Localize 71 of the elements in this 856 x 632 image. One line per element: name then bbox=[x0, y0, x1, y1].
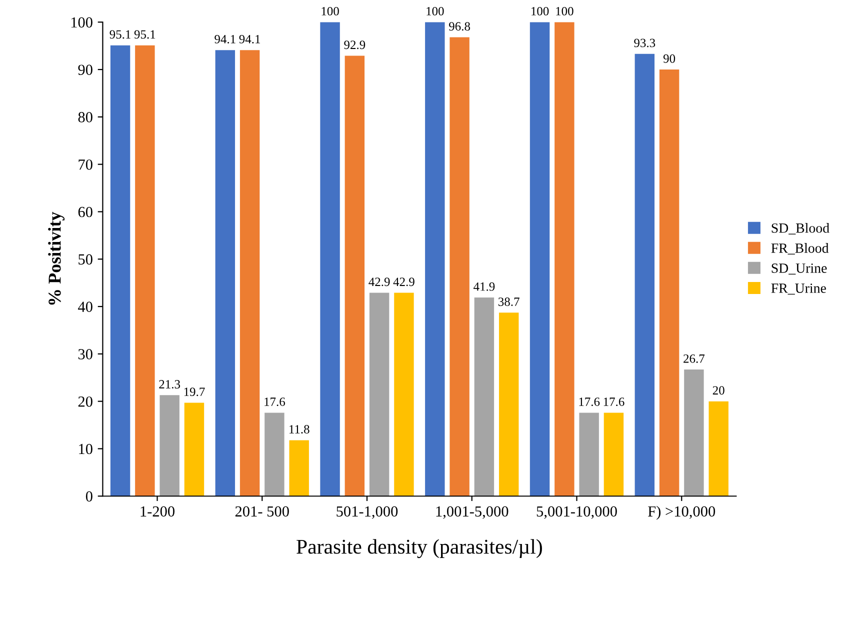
bar bbox=[450, 37, 470, 496]
bar bbox=[394, 292, 414, 496]
bar bbox=[320, 22, 340, 496]
data-label: 17.6 bbox=[579, 398, 600, 406]
x-tick-label: 201- 500 bbox=[235, 506, 289, 517]
bar bbox=[604, 412, 624, 496]
data-label: 17.6 bbox=[264, 398, 286, 406]
legend-label: FR_Blood bbox=[771, 243, 829, 254]
x-tick-label: 501-1,000 bbox=[336, 506, 398, 519]
data-label: 100 bbox=[532, 6, 549, 16]
bar bbox=[344, 56, 365, 496]
y-tick-label: 30 bbox=[78, 349, 92, 360]
data-label: 93.3 bbox=[634, 38, 656, 48]
bar bbox=[425, 22, 445, 496]
data-label: 19.7 bbox=[184, 388, 205, 396]
x-tick-label: 5,001-10,000 bbox=[536, 506, 617, 519]
y-tick-label: 40 bbox=[78, 302, 92, 312]
bar bbox=[708, 401, 728, 496]
y-tick-label: 20 bbox=[78, 396, 92, 407]
y-tick-label: 70 bbox=[78, 159, 92, 170]
x-axis-title: Parasite density (parasites/µl) bbox=[296, 539, 542, 558]
legend-label: SD_Urine bbox=[772, 264, 827, 275]
y-axis-title: % Positivity bbox=[48, 212, 65, 305]
data-label: 20 bbox=[712, 386, 724, 395]
data-label: 41.9 bbox=[474, 282, 495, 291]
bar bbox=[684, 370, 704, 496]
y-tick-label: 10 bbox=[79, 444, 92, 454]
bar bbox=[474, 298, 494, 496]
data-label: 100 bbox=[322, 6, 339, 16]
y-tick-label: 0 bbox=[86, 491, 92, 502]
x-tick-label: F) >10,000 bbox=[648, 506, 716, 520]
legend-label: SD_Blood bbox=[772, 223, 830, 234]
y-tick-label: 50 bbox=[78, 254, 92, 265]
bar bbox=[289, 440, 309, 496]
bar bbox=[634, 54, 655, 496]
data-label: 90 bbox=[663, 54, 676, 63]
bar bbox=[659, 70, 680, 496]
x-tick-label: 1,001-5,000 bbox=[436, 506, 508, 519]
bar bbox=[240, 50, 260, 496]
data-label: 11.8 bbox=[289, 425, 310, 434]
data-label: 95.1 bbox=[110, 30, 130, 39]
bar bbox=[160, 395, 180, 496]
data-label: 42.9 bbox=[368, 278, 390, 286]
y-tick-label: 80 bbox=[78, 112, 92, 122]
bar bbox=[110, 45, 130, 496]
data-label: 17.6 bbox=[604, 398, 624, 406]
data-label: 92.9 bbox=[344, 40, 366, 50]
legend-label: FR_Urine bbox=[771, 284, 826, 295]
data-label: 100 bbox=[556, 6, 574, 16]
y-tick-label: 90 bbox=[78, 64, 92, 75]
data-label: 94.1 bbox=[214, 34, 236, 44]
data-label: 38.7 bbox=[498, 298, 520, 306]
x-tick-label: 1-200 bbox=[140, 506, 174, 517]
data-label: 42.9 bbox=[393, 278, 414, 286]
y-tick-label: 100 bbox=[71, 17, 92, 28]
bar bbox=[554, 22, 574, 496]
data-label: 94.1 bbox=[239, 34, 260, 44]
data-label: 21.3 bbox=[159, 380, 180, 389]
data-label: 26.7 bbox=[684, 354, 705, 363]
y-tick-label: 60 bbox=[78, 206, 92, 218]
bar bbox=[579, 412, 599, 496]
data-label: 96.8 bbox=[449, 22, 470, 31]
data-label: 95.1 bbox=[134, 30, 156, 39]
bar bbox=[135, 45, 155, 496]
bar bbox=[369, 292, 390, 496]
bar bbox=[264, 412, 284, 496]
bar bbox=[498, 312, 519, 496]
bar bbox=[530, 22, 550, 496]
bar bbox=[184, 402, 204, 496]
bar bbox=[215, 50, 236, 496]
data-label: 100 bbox=[426, 6, 444, 16]
